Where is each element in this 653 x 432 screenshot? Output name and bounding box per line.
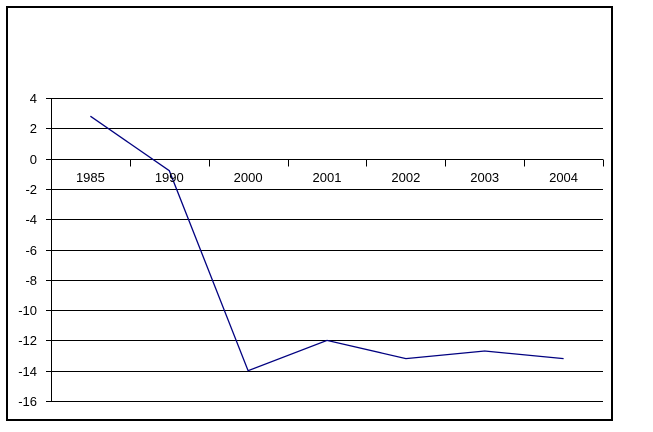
y-axis-tick-label: -14 xyxy=(18,363,37,379)
y-axis-tick-label: 4 xyxy=(29,91,37,106)
chart-frame xyxy=(6,6,613,421)
y-axis-tick-label: 0 xyxy=(29,151,37,167)
y-axis-tick-label: -2 xyxy=(25,181,37,197)
x-axis-tick-label: 2004 xyxy=(549,170,579,185)
y-axis-tick-label: -4 xyxy=(25,212,37,228)
data-line xyxy=(90,115,564,372)
x-axis-tick-label: 1985 xyxy=(75,170,105,185)
y-axis-tick-label: 2 xyxy=(29,121,37,137)
x-axis-tick-label: 2000 xyxy=(233,170,263,185)
x-axis-tick-label: 2003 xyxy=(470,170,500,185)
x-axis-tick-label: 2001 xyxy=(312,170,342,185)
x-axis-tick-label: 2002 xyxy=(391,170,421,185)
y-axis-tick-label: -12 xyxy=(18,333,37,349)
y-axis-tick-label: -6 xyxy=(25,242,37,258)
y-axis-tick-label: -10 xyxy=(18,303,37,319)
y-axis-tick-label: -16 xyxy=(18,394,37,409)
x-axis-tick-label: 1990 xyxy=(154,170,184,185)
y-axis-tick-label: -8 xyxy=(25,272,37,288)
